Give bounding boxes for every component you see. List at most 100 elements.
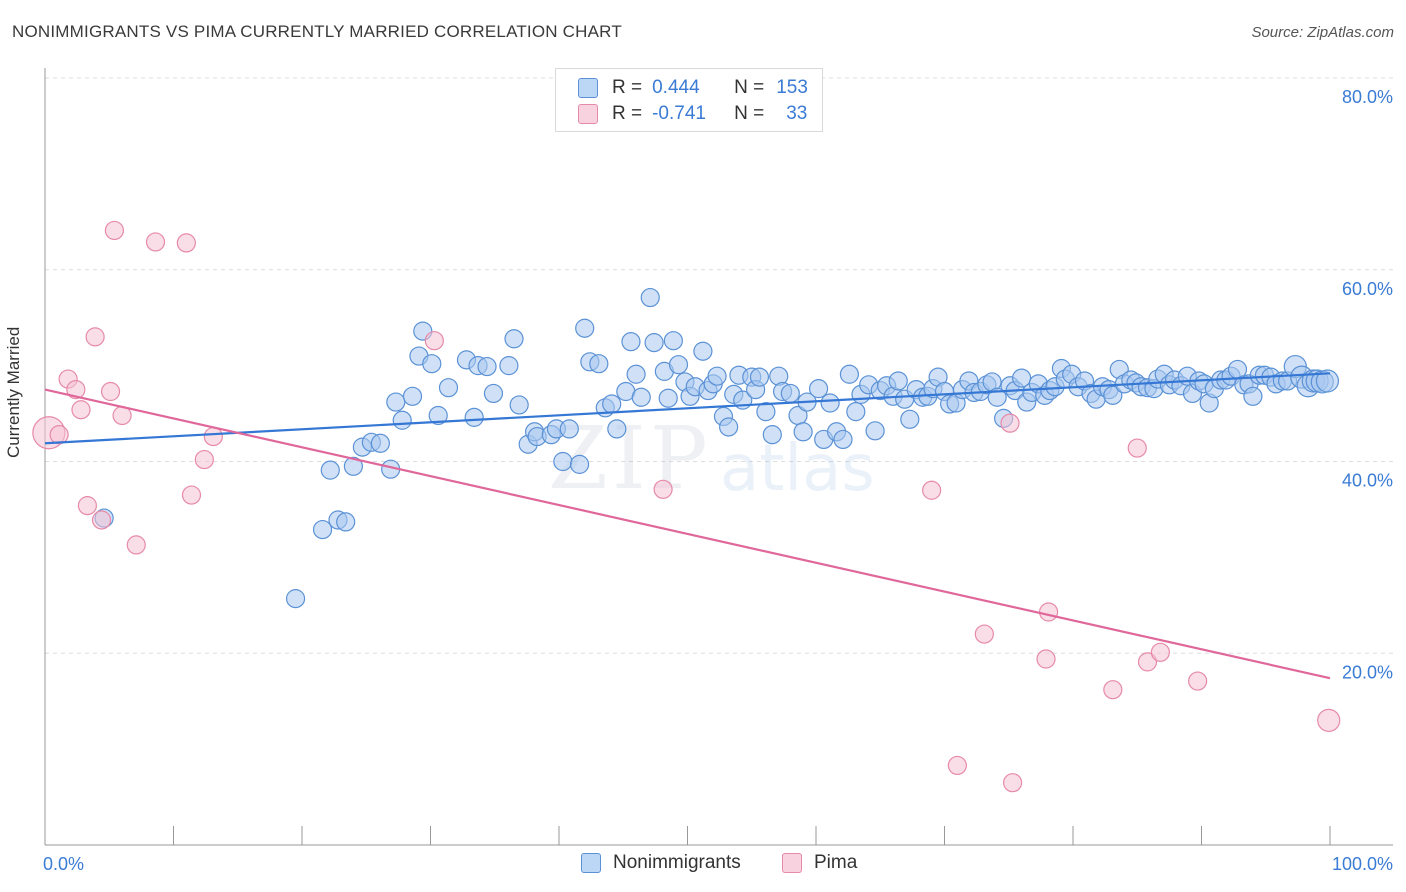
nonimmigrants-point: [553, 451, 573, 472]
nonimmigrants-point: [644, 333, 664, 353]
nonimmigrants-point: [833, 429, 853, 450]
series-swatch-pink: [782, 853, 802, 873]
nonimmigrants-point: [707, 366, 727, 386]
x-tick-label: 100.0%: [1332, 854, 1393, 874]
legend-n-value: 153: [776, 77, 808, 98]
nonimmigrants-point: [320, 460, 340, 480]
nonimmigrants-point: [285, 589, 306, 609]
nonimmigrants-point: [1315, 369, 1340, 393]
nonimmigrants-point: [386, 392, 406, 412]
axes-layer: [44, 68, 1393, 846]
legend-n-value: 33: [786, 103, 808, 124]
grid-layer: [45, 77, 1393, 654]
pima-point: [181, 485, 202, 505]
pima-point: [1000, 413, 1020, 433]
legend-r-value: -0.741: [652, 103, 706, 124]
x-tick-label: 0.0%: [43, 854, 84, 874]
chart-title: NONIMMIGRANTS VS PIMA CURRENTLY MARRIED …: [12, 22, 622, 41]
nonimmigrants-point: [808, 379, 829, 399]
pima-point: [104, 220, 124, 241]
nonimmigrants-point: [793, 422, 813, 442]
nonimmigrants-point: [1243, 386, 1263, 406]
nonimmigrants-point: [607, 419, 627, 439]
series-name: Pima: [814, 852, 858, 873]
legend-n-label: N =: [734, 103, 765, 124]
series-swatch-blue: [581, 853, 601, 873]
legend-row-pima: R = -0.741 N = 33: [578, 102, 807, 126]
nonimmigrants-point: [621, 332, 641, 352]
pima-point: [77, 496, 98, 516]
nonimmigrants-point: [422, 354, 442, 374]
nonimmigrants-point: [719, 417, 739, 437]
pima-point: [1127, 438, 1147, 458]
pima-point: [126, 535, 146, 555]
pima-point: [1038, 602, 1059, 622]
trend-lines: [44, 372, 1331, 680]
nonimmigrants-point: [504, 329, 524, 349]
pima-point: [91, 510, 112, 530]
legend-r-value: 0.444: [652, 77, 700, 98]
correlation-legend: R = 0.444 N = 153 R = -0.741 N = 33: [555, 68, 823, 132]
nonimmigrants-point: [668, 355, 689, 375]
pima-point: [49, 425, 69, 445]
nonimmigrants-point: [693, 341, 713, 361]
nonimmigrants-point: [839, 364, 860, 384]
y-tick-label: 20.0%: [1342, 662, 1393, 682]
pima-point: [194, 449, 214, 470]
pima-point: [1036, 649, 1056, 669]
nonimmigrants-point: [865, 421, 885, 441]
nonimmigrants-points: [94, 287, 1340, 609]
pima-point: [85, 327, 105, 347]
nonimmigrants-point: [631, 387, 651, 407]
nonimmigrants-point: [402, 386, 423, 406]
nonimmigrants-point: [900, 409, 920, 429]
nonimmigrants-point: [762, 425, 782, 445]
nonimmigrants-point: [477, 356, 497, 377]
pima-point: [922, 480, 942, 500]
nonimmigrants-point: [780, 383, 800, 404]
pima-point: [424, 331, 444, 351]
nonimmigrants-point: [756, 402, 776, 422]
nonimmigrants-point: [626, 364, 646, 384]
nonimmigrants-point: [663, 331, 683, 351]
nonimmigrants-point: [569, 454, 590, 474]
nonimmigrants-point: [888, 371, 908, 391]
nonimmigrants-point: [846, 402, 866, 422]
nonimmigrants-point: [602, 394, 622, 414]
pima-point: [176, 233, 196, 253]
pima-trend-line: [44, 388, 1331, 680]
nonimmigrants-point: [438, 378, 459, 398]
pima-point: [653, 479, 673, 499]
pima-point: [1137, 652, 1158, 672]
pima-point: [1317, 708, 1341, 732]
nonimmigrants-point: [1103, 385, 1123, 405]
series-legend-pima: Pima: [782, 852, 857, 874]
nonimmigrants-point: [658, 388, 678, 408]
nonimmigrants-point: [464, 407, 484, 427]
nonimmigrants-point: [640, 287, 660, 308]
nonimmigrants-point: [392, 410, 412, 430]
nonimmigrants-point: [370, 433, 390, 453]
y-tick-label: 80.0%: [1342, 87, 1393, 107]
nonimmigrants-point: [483, 383, 504, 404]
nonimmigrants-point: [428, 405, 448, 426]
nonimmigrants-point: [575, 318, 595, 338]
nonimmigrants-point: [1011, 368, 1032, 388]
pima-point: [203, 426, 223, 447]
pima-point: [974, 624, 994, 644]
watermark: ZIP atlas: [548, 409, 875, 509]
legend-r-label: R =: [612, 77, 643, 98]
nonimmigrants-point: [336, 512, 356, 532]
source-label: Source: ZipAtlas.com: [1251, 24, 1394, 41]
series-legend: Nonimmigrants Pima: [0, 852, 1406, 878]
y-axis-label: Currently Married: [4, 326, 23, 458]
legend-n-label: N =: [734, 77, 765, 98]
pima-point: [145, 232, 166, 252]
nonimmigrants-point: [499, 356, 519, 376]
nonimmigrants-point: [343, 456, 363, 476]
pima-point: [947, 755, 967, 776]
pima-point: [1188, 671, 1208, 691]
pima-point: [1150, 642, 1170, 662]
pima-points: [32, 220, 1341, 793]
